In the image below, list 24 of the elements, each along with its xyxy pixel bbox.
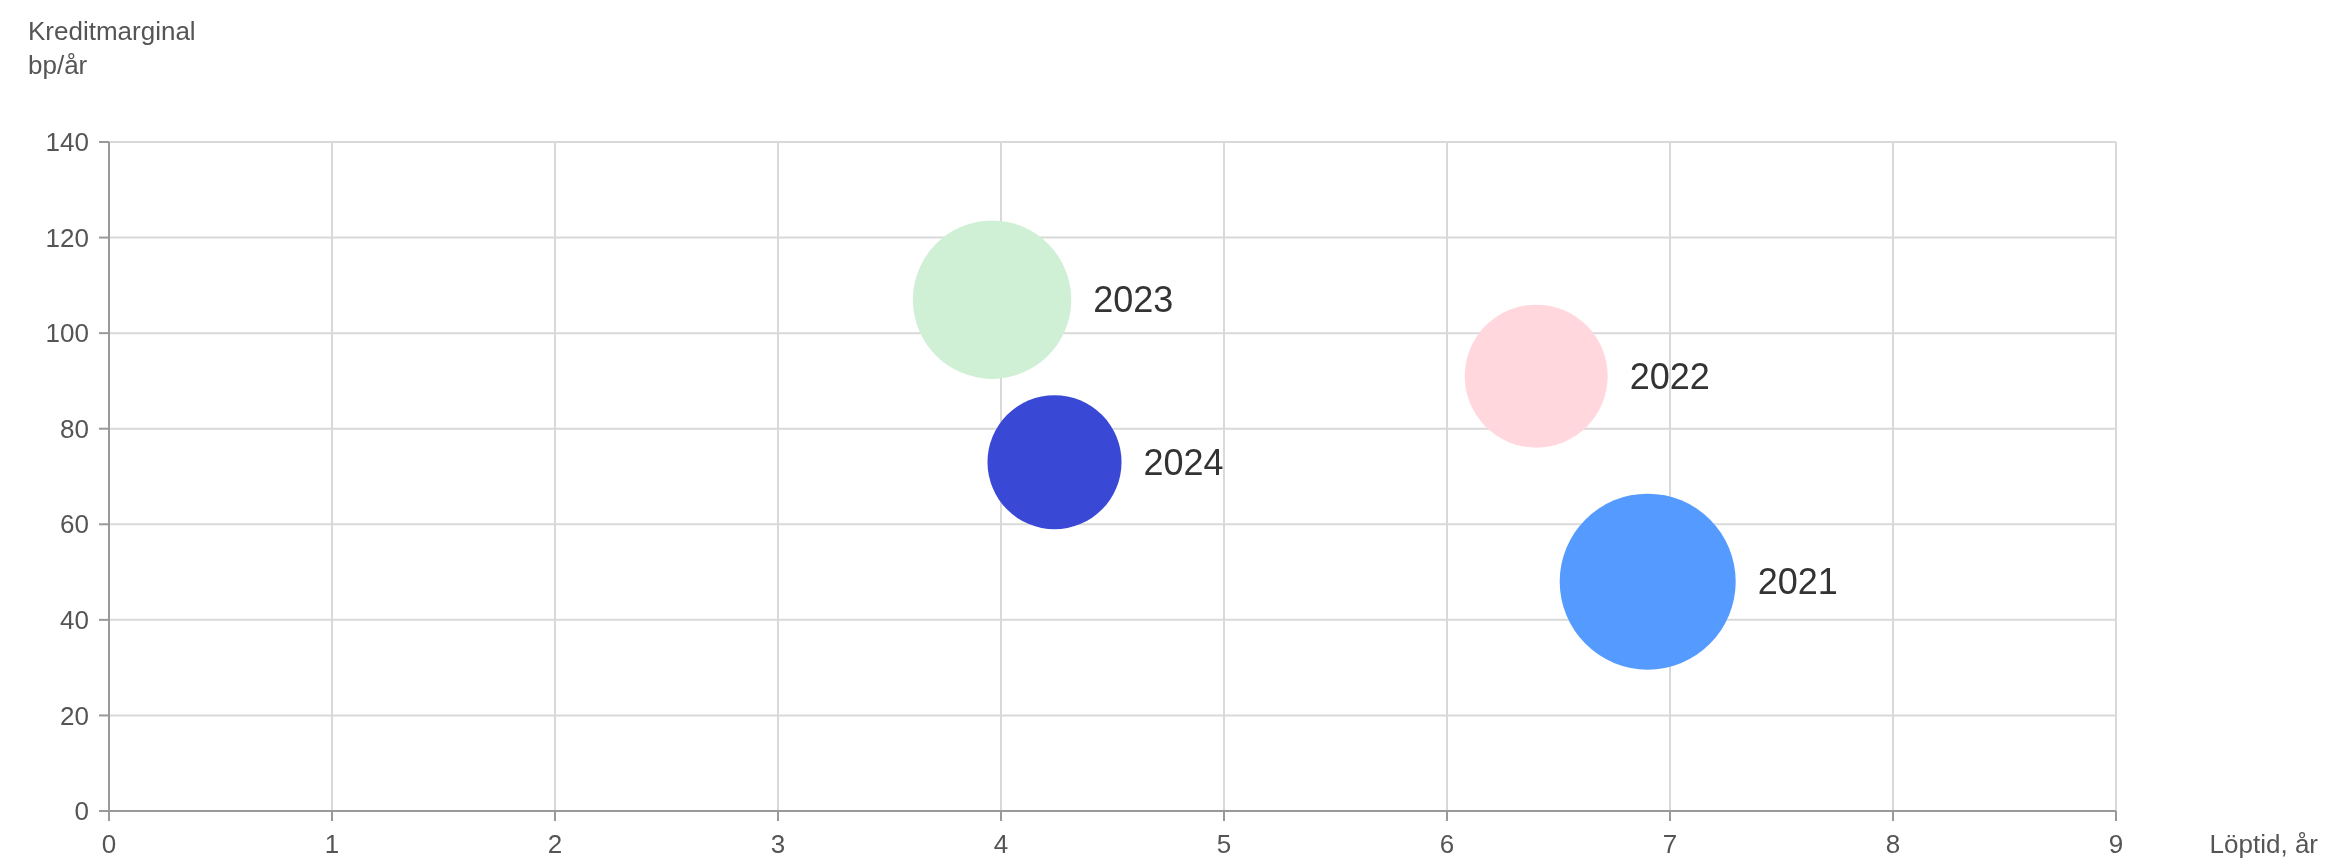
x-tick-label: 8 (1885, 829, 1901, 859)
series-label: 2024 (1143, 441, 1224, 483)
y-tick-label: 140 (45, 127, 89, 158)
y-axis-title: Kreditmarginal bp/år (28, 16, 196, 80)
x-tick-label: 9 (2108, 829, 2124, 859)
x-tick-label: 5 (1216, 829, 1232, 859)
y-tick-label: 120 (45, 222, 89, 253)
y-tick-label: 20 (60, 700, 89, 731)
y-tick-label: 100 (45, 318, 89, 349)
x-tick-label: 2 (547, 829, 563, 859)
x-axis-title: Löptid, år (2209, 829, 2319, 859)
y-tick-label: 0 (74, 796, 89, 827)
x-tick-label: 6 (1439, 829, 1455, 859)
x-tick-label: 0 (101, 829, 117, 859)
x-tick-label: 7 (1662, 829, 1678, 859)
y-tick-label: 40 (60, 604, 89, 635)
x-tick-label: 4 (993, 829, 1009, 859)
y-tick-label: 60 (60, 509, 89, 540)
series-label: 2021 (1757, 561, 1838, 603)
y-tick-label: 80 (60, 413, 89, 444)
x-tick-label: 1 (324, 829, 340, 859)
series-label: 2023 (1093, 279, 1174, 321)
x-tick-label: 3 (770, 829, 786, 859)
series-label: 2022 (1629, 355, 1710, 397)
